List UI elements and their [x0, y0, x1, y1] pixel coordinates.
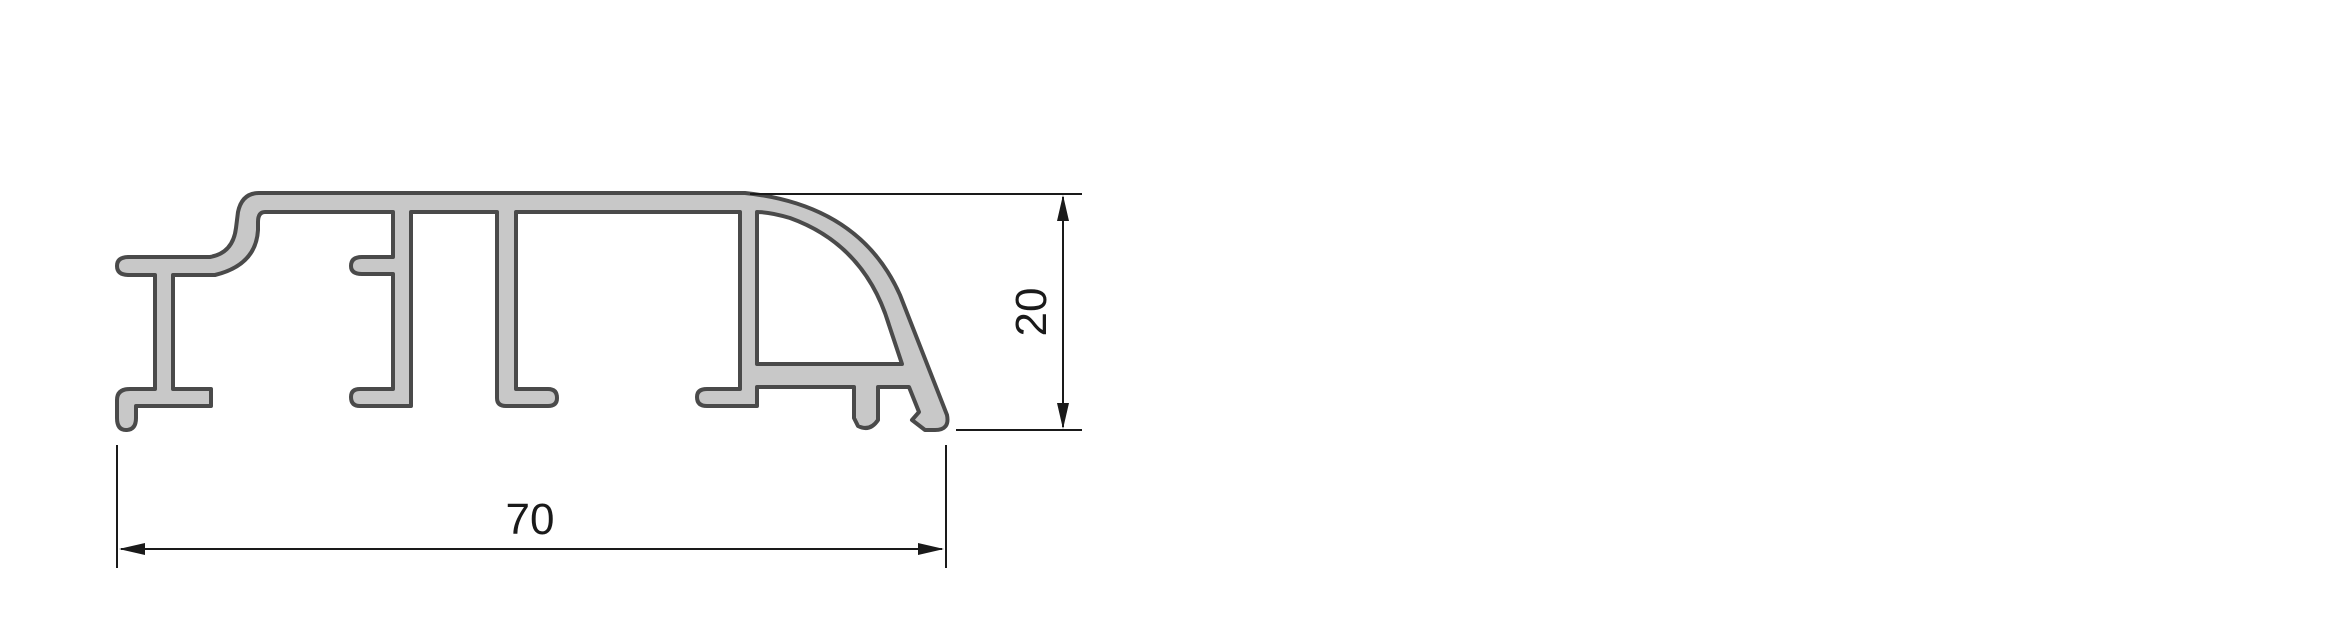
- profile-cross-section: [115, 191, 950, 432]
- width-dimension: 70: [116, 445, 947, 568]
- width-arrowhead-right: [918, 543, 944, 555]
- height-arrowhead-bottom: [1057, 403, 1069, 429]
- width-arrowhead-left: [119, 543, 145, 555]
- height-dimension: 20: [750, 193, 1082, 431]
- width-dimension-label: 70: [506, 495, 555, 544]
- height-arrowhead-top: [1057, 195, 1069, 221]
- height-dimension-label: 20: [1007, 288, 1056, 337]
- profile-outline: [115, 191, 950, 432]
